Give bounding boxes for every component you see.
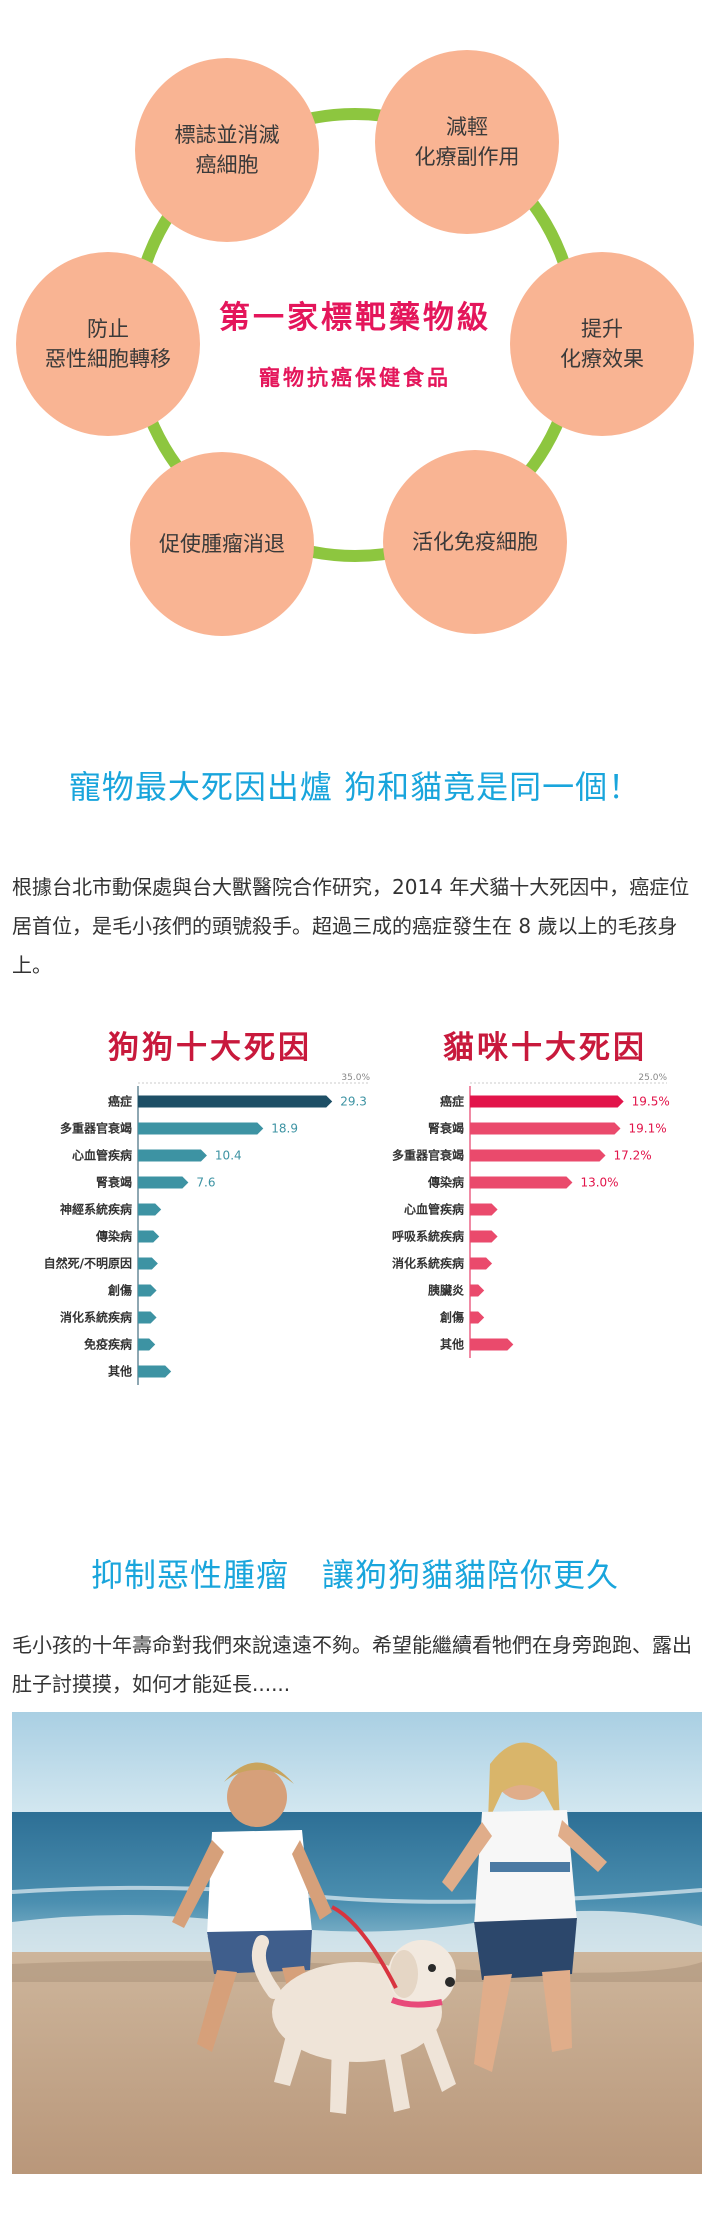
bar bbox=[138, 1311, 157, 1324]
bar bbox=[470, 1176, 573, 1189]
category-label: 癌症 bbox=[108, 1094, 132, 1109]
bubble-line: 促使腫瘤消退 bbox=[159, 532, 285, 556]
value-label: 13.0% bbox=[580, 1176, 618, 1190]
section-paragraph-causes: 根據台北市動保處與台大獸醫院合作研究，2014 年犬貓十大死因中，癌症位居首位，… bbox=[12, 875, 690, 977]
bubble-line: 化療效果 bbox=[560, 347, 644, 371]
category-label: 傳染病 bbox=[427, 1175, 464, 1190]
bar bbox=[470, 1149, 606, 1162]
category-label: 其他 bbox=[108, 1364, 132, 1379]
bar bbox=[470, 1284, 485, 1297]
category-label: 多重器官衰竭 bbox=[392, 1148, 464, 1163]
cat-death-causes-chart: 25.0% 癌症 19.5% 腎衰竭 19.1% 多重器官衰竭 17.2% 傳染病 13.0% 心… bbox=[392, 1073, 670, 1358]
category-label: 腎衰竭 bbox=[428, 1121, 464, 1136]
bubble-tumor-regress: 促使腫瘤消退 bbox=[130, 452, 314, 636]
bubble-reduce-side-effects: 減輕 化療副作用 bbox=[375, 50, 559, 234]
bar bbox=[138, 1338, 156, 1351]
category-label: 癌症 bbox=[440, 1094, 464, 1109]
category-label: 創傷 bbox=[439, 1310, 464, 1325]
hero-center-title: 第一家標靶藥物級 bbox=[219, 300, 491, 336]
bubble-line: 惡性細胞轉移 bbox=[45, 347, 171, 371]
bubble-activate-immune: 活化免疫細胞 bbox=[383, 450, 567, 634]
bar bbox=[138, 1095, 333, 1108]
dog-death-causes-chart: 35.0% 癌症 29.3 多重器官衰竭 18.9 心血管疾病 10.4 腎衰竭 7.6 神經系統… bbox=[44, 1073, 370, 1385]
bar bbox=[470, 1311, 485, 1324]
category-label: 自然死/不明原因 bbox=[44, 1256, 132, 1271]
bar bbox=[138, 1284, 157, 1297]
section-title-extend-life: 抑制惡性腫瘤 讓狗狗貓貓陪你更久 bbox=[90, 1556, 619, 1594]
bar bbox=[470, 1338, 514, 1351]
value-label: 19.5% bbox=[632, 1095, 670, 1109]
beach-photo bbox=[12, 1712, 702, 2174]
bar bbox=[470, 1230, 498, 1243]
value-label: 17.2% bbox=[614, 1149, 652, 1163]
bubble-line: 標誌並消滅 bbox=[174, 123, 280, 147]
section-title-causes: 寵物最大死因出爐 狗和貓竟是同一個！ bbox=[68, 768, 642, 806]
hero-center-subtitle: 寵物抗癌保健食品 bbox=[259, 366, 451, 390]
bar bbox=[138, 1176, 189, 1189]
category-label: 心血管疾病 bbox=[72, 1148, 132, 1163]
hero-diagram: 標誌並消滅 癌細胞 減輕 化療副作用 提升 化療效果 活化免疫細胞 促使腫瘤消退… bbox=[0, 0, 710, 660]
category-label: 腎衰竭 bbox=[96, 1175, 132, 1190]
category-label: 心血管疾病 bbox=[404, 1202, 464, 1217]
section-paragraph-extend-life: 毛小孩的十年壽命對我們來說遠遠不夠。希望能繼續看牠們在身旁跑跑、露出肚子討摸摸，… bbox=[12, 1633, 692, 1696]
category-label: 傳染病 bbox=[95, 1229, 132, 1244]
bubble-boost-chemo: 提升 化療效果 bbox=[510, 252, 694, 436]
bubble-prevent-metastasis: 防止 惡性細胞轉移 bbox=[16, 252, 200, 436]
axis-max-label: 35.0% bbox=[341, 1073, 370, 1083]
bar bbox=[470, 1095, 624, 1108]
category-label: 胰臟炎 bbox=[428, 1283, 464, 1298]
bubble-line: 提升 bbox=[581, 317, 623, 341]
dog-chart-title: 狗狗十大死因 bbox=[108, 1030, 312, 1066]
category-label: 其他 bbox=[440, 1337, 464, 1352]
bubble-line: 防止 bbox=[87, 317, 129, 341]
value-label: 19.1% bbox=[629, 1122, 667, 1136]
bubble-line: 癌細胞 bbox=[195, 153, 259, 177]
value-label: 7.6 bbox=[196, 1176, 215, 1190]
category-label: 神經系統疾病 bbox=[60, 1202, 132, 1217]
bar bbox=[138, 1122, 264, 1135]
bar bbox=[138, 1203, 162, 1216]
category-label: 多重器官衰竭 bbox=[60, 1121, 132, 1136]
category-label: 創傷 bbox=[107, 1283, 132, 1298]
bar bbox=[138, 1257, 158, 1270]
bar bbox=[138, 1365, 172, 1378]
category-label: 消化系統疾病 bbox=[60, 1310, 132, 1325]
bubble-line: 化療副作用 bbox=[414, 145, 520, 169]
bar bbox=[470, 1203, 498, 1216]
value-label: 18.9 bbox=[271, 1122, 298, 1136]
bar bbox=[470, 1122, 621, 1135]
category-label: 消化系統疾病 bbox=[392, 1256, 464, 1271]
category-label: 呼吸系統疾病 bbox=[392, 1229, 464, 1244]
bar bbox=[138, 1149, 207, 1162]
bubble-mark-destroy: 標誌並消滅 癌細胞 bbox=[135, 58, 319, 242]
category-label: 免疫疾病 bbox=[84, 1337, 132, 1352]
value-label: 29.3 bbox=[340, 1095, 367, 1109]
bubble-line: 活化免疫細胞 bbox=[412, 530, 538, 554]
axis-max-label: 25.0% bbox=[638, 1073, 667, 1083]
value-label: 10.4 bbox=[215, 1149, 242, 1163]
bar bbox=[138, 1230, 160, 1243]
bubble-line: 減輕 bbox=[446, 115, 488, 139]
bar bbox=[470, 1257, 493, 1270]
cat-chart-title: 貓咪十大死因 bbox=[443, 1030, 647, 1066]
